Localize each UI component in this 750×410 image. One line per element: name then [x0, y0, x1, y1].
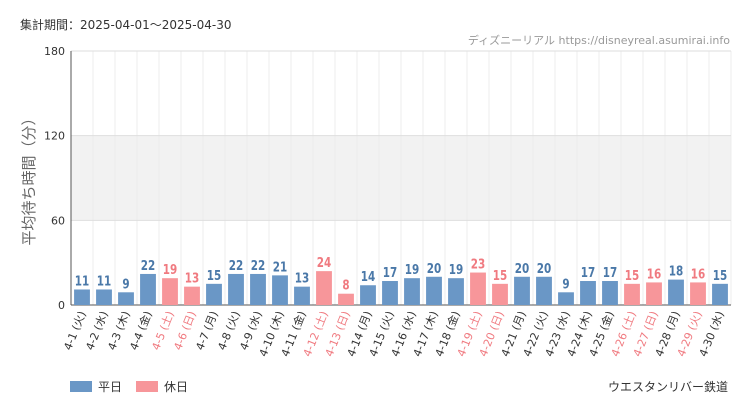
- site-credit: ディズニーリアル https://disneyreal.asumirai.inf…: [467, 34, 730, 47]
- bar: [162, 278, 178, 305]
- data-label: 13: [295, 271, 309, 286]
- y-tick-label: 120: [44, 130, 65, 143]
- data-label: 14: [361, 269, 375, 284]
- data-label: 9: [122, 276, 129, 291]
- data-label: 15: [493, 268, 507, 283]
- data-label: 11: [75, 273, 89, 288]
- bar: [96, 289, 112, 305]
- data-label: 19: [449, 262, 463, 277]
- data-label: 22: [141, 258, 155, 273]
- data-label: 11: [97, 273, 111, 288]
- legend-label-holiday: 休日: [164, 380, 189, 394]
- data-label: 22: [251, 258, 265, 273]
- data-label: 16: [647, 266, 661, 281]
- bar: [294, 286, 310, 305]
- legend: 平日 休日: [70, 378, 202, 395]
- data-label: 17: [383, 265, 397, 280]
- data-label: 20: [427, 261, 441, 276]
- data-label: 15: [625, 268, 639, 283]
- bar: [250, 273, 266, 305]
- bar: [316, 271, 332, 305]
- legend-item-holiday[interactable]: 休日: [136, 378, 188, 395]
- data-label: 9: [562, 276, 569, 291]
- bar: [580, 281, 596, 305]
- bar: [690, 282, 706, 305]
- data-label: 17: [581, 265, 595, 280]
- bar: [404, 278, 420, 305]
- data-label: 21: [273, 259, 287, 274]
- data-label: 19: [163, 262, 177, 277]
- data-label: 20: [537, 261, 551, 276]
- bar: [668, 279, 684, 305]
- bar: [338, 293, 354, 305]
- data-label: 13: [185, 271, 199, 286]
- y-tick-label: 180: [44, 45, 65, 58]
- bar: [602, 281, 618, 305]
- data-label: 18: [669, 263, 683, 278]
- bar: [228, 273, 244, 305]
- legend-label-weekday: 平日: [98, 380, 123, 394]
- period-label: 集計期間：2025-04-01～2025-04-30: [20, 18, 232, 32]
- bar: [272, 275, 288, 305]
- bar: [140, 273, 156, 305]
- data-label: 19: [405, 262, 419, 277]
- bar: [514, 276, 530, 305]
- bar: [448, 278, 464, 305]
- data-label: 8: [342, 278, 349, 293]
- legend-swatch-holiday: [136, 381, 159, 392]
- legend-swatch-weekday: [70, 381, 92, 392]
- bar: [74, 289, 90, 305]
- bar: [382, 281, 398, 305]
- data-label: 22: [229, 258, 243, 273]
- bar: [624, 283, 640, 305]
- bar: [206, 283, 222, 305]
- y-tick-label: 60: [51, 214, 65, 227]
- data-label: 23: [471, 256, 485, 271]
- data-label: 17: [603, 265, 617, 280]
- data-label: 15: [207, 268, 221, 283]
- y-axis-title: 平均待ち時間（分）: [20, 110, 38, 245]
- bar: [536, 276, 552, 305]
- data-label: 24: [317, 255, 331, 270]
- bar: [646, 282, 662, 305]
- bar: [426, 276, 442, 305]
- y-tick-label: 0: [58, 299, 65, 312]
- bar: [184, 286, 200, 305]
- bar: [470, 272, 486, 305]
- legend-item-weekday[interactable]: 平日: [70, 378, 122, 395]
- bar: [118, 292, 134, 305]
- data-label: 16: [691, 266, 705, 281]
- bar: [712, 283, 728, 305]
- bar: [360, 285, 376, 305]
- attraction-name: ウエスタンリバー鉄道: [607, 380, 728, 394]
- bar: [492, 283, 508, 305]
- bar: [558, 292, 574, 305]
- data-label: 20: [515, 261, 529, 276]
- data-label: 15: [713, 268, 727, 283]
